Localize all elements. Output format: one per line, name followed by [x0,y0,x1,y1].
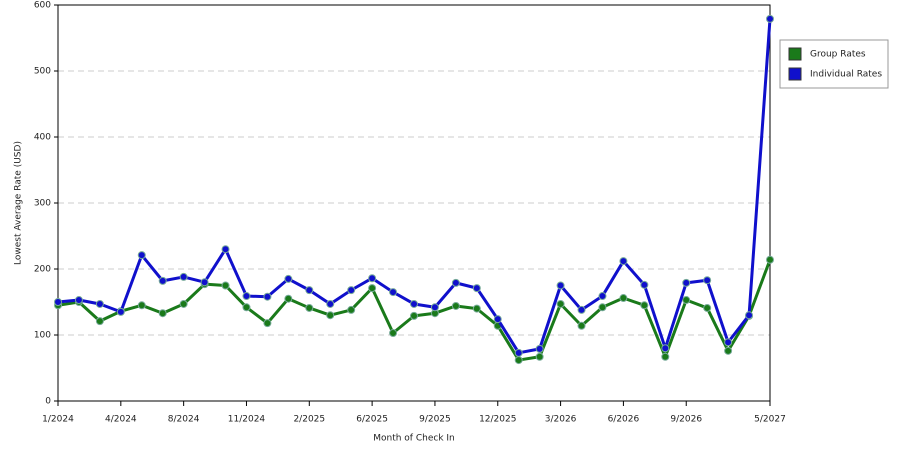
x-tick-label: 2/2025 [293,415,325,425]
legend-label: Group Rates [810,50,866,60]
data-point [703,276,712,285]
data-point [493,315,502,324]
y-axis-title: Lowest Average Rate (USD) [14,141,24,265]
y-tick-label: 0 [45,397,51,407]
y-tick-label: 100 [34,331,51,341]
y-tick-label: 600 [34,1,51,11]
data-point [179,272,188,281]
data-point [535,344,544,353]
data-point [724,338,733,347]
data-point [200,278,209,287]
data-point [745,311,754,320]
data-point [619,294,628,303]
data-point [410,299,418,308]
data-point [556,281,565,290]
data-point [472,284,481,293]
data-point [410,311,418,320]
data-point [682,296,691,305]
y-tick-label: 200 [34,265,51,275]
data-point [556,299,565,308]
data-point [368,284,377,293]
x-tick-label: 5/2027 [754,415,786,425]
data-point [284,294,293,303]
x-axis-title: Month of Check In [373,434,455,444]
data-point [577,321,586,330]
data-point [95,299,104,308]
data-point [577,305,586,314]
data-point [158,309,167,318]
data-point [661,344,670,353]
x-tick-label: 12/2025 [479,415,516,425]
legend-label: Individual Rates [810,70,882,80]
y-tick-label: 400 [34,133,51,143]
x-tick-label: 9/2025 [419,415,451,425]
data-point [347,286,356,295]
x-tick-label: 1/2024 [42,415,74,425]
data-point [703,303,712,312]
data-point [242,292,251,301]
x-tick-label: 4/2024 [105,415,137,425]
data-point [221,245,230,254]
data-point [137,301,146,310]
data-point [430,303,439,312]
data-point [54,298,62,306]
legend-swatch [788,67,802,81]
data-point [263,319,272,328]
data-point [221,281,230,290]
data-point [242,303,251,312]
data-point [619,257,628,266]
y-tick-label: 300 [34,199,51,209]
data-point [661,352,670,361]
legend-box [779,39,889,89]
data-point [535,352,544,361]
y-tick-label: 500 [34,67,51,77]
data-point [305,286,314,295]
data-point [514,356,523,365]
data-point [179,299,188,308]
data-point [766,14,774,23]
data-point [326,311,335,320]
x-tick-label: 8/2024 [168,415,200,425]
data-point [158,276,167,285]
data-point [137,251,146,260]
legend: Group Rates Individual Rates [779,39,889,89]
x-tick-label: 6/2025 [356,415,388,425]
data-point [640,280,649,289]
data-point [326,299,335,308]
data-point [347,305,356,314]
data-point [598,292,607,301]
x-tick-label: 6/2026 [608,415,640,425]
data-point [389,329,398,338]
data-point [116,307,125,316]
data-point [95,317,104,326]
x-tick-label: 3/2026 [545,415,577,425]
x-tick-label: 9/2026 [670,415,702,425]
data-point [389,288,398,297]
x-tick-label: 11/2024 [228,415,266,425]
data-point [284,274,293,283]
data-point [514,348,523,357]
data-point [472,304,481,313]
data-point [368,274,377,283]
data-point [263,292,272,301]
data-point [451,301,460,310]
data-point [451,278,460,287]
data-point [598,303,607,312]
data-point [640,301,649,310]
legend-swatch [788,47,802,61]
data-point [724,346,733,355]
data-point [766,255,774,264]
data-point [682,278,691,287]
data-point [74,296,83,305]
data-point [305,303,314,312]
plot-frame [57,4,771,402]
